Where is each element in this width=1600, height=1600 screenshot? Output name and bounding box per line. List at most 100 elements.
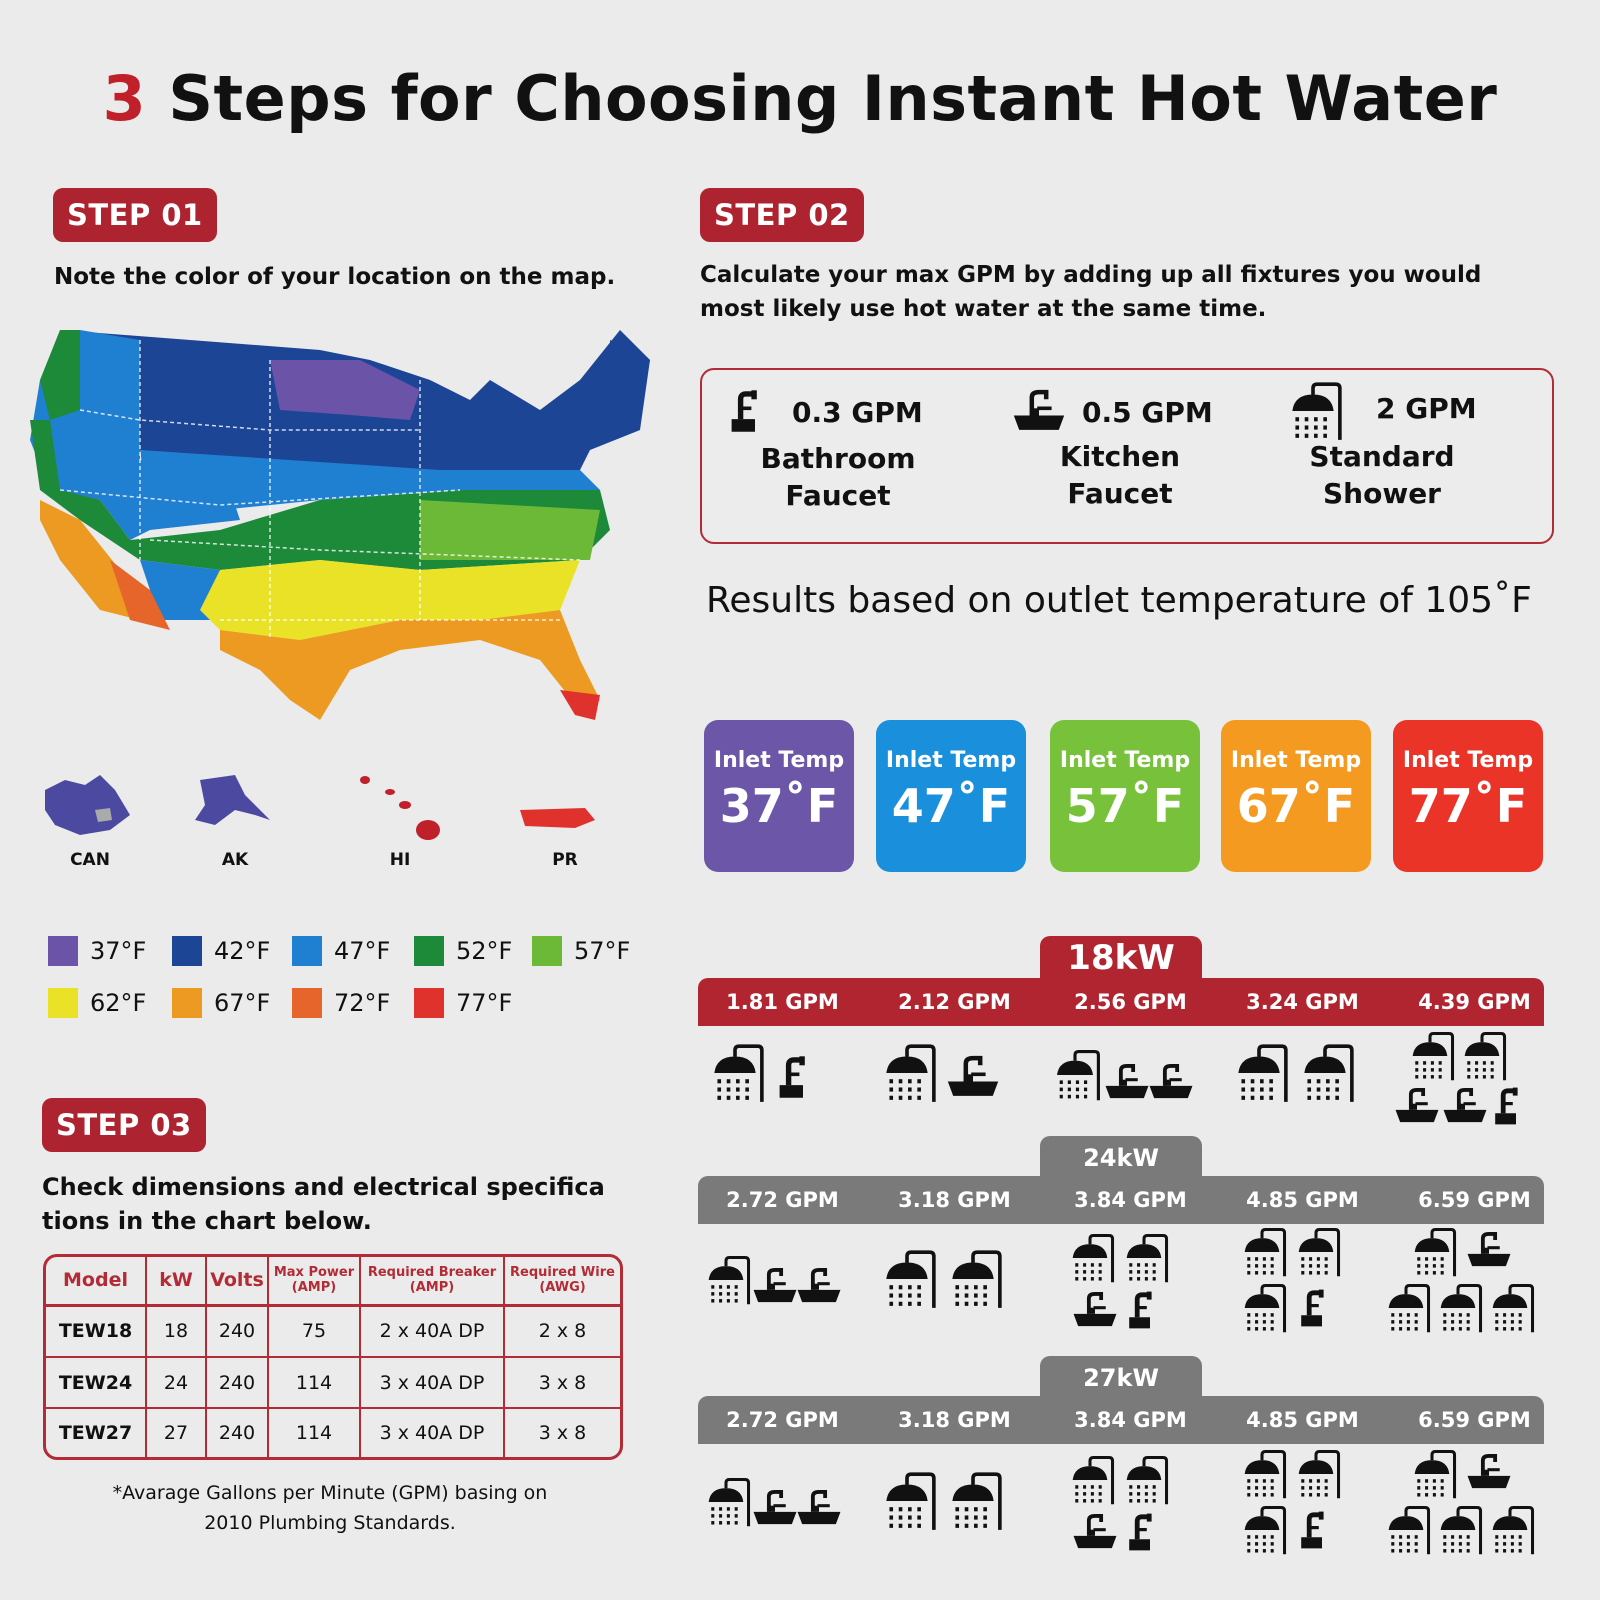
inlet-temp-card: Inlet Temp 47˚F (876, 720, 1026, 872)
fixture-name-line: Shower (1322, 477, 1441, 510)
legend-label: 57°F (574, 937, 631, 965)
table-cell: 2 x 8 (504, 1305, 620, 1359)
legend-swatch (292, 988, 322, 1018)
legend-item: 47°F (292, 936, 390, 966)
table-cell: 2 x 40A DP (360, 1305, 505, 1359)
fixture-combo (1228, 1042, 1290, 1108)
fixture-combo (1236, 1448, 1288, 1504)
kitchen-faucet-icon (1148, 1062, 1194, 1102)
inset-puerto-rico: PR (505, 770, 625, 870)
inlet-value: 57˚F (1065, 779, 1185, 833)
legend-label: 67°F (214, 989, 271, 1017)
fixture-gpm: 0.5 GPM (1082, 396, 1213, 429)
inlet-value: 77˚F (1408, 779, 1528, 833)
kitchen-faucet-icon (1466, 1452, 1512, 1492)
kitchen-faucet-icon (752, 1488, 798, 1528)
table-header: Required Wire (AWG) (504, 1257, 620, 1307)
shower-icon (1404, 1030, 1456, 1082)
shower-icon (1064, 1232, 1116, 1284)
legend-label: 47°F (334, 937, 391, 965)
table-cell: 3 x 8 (504, 1357, 620, 1410)
gpm-value: 3.24 GPM (1246, 990, 1359, 1014)
shower-icon (1228, 1042, 1290, 1104)
fixture-combo (1048, 1048, 1102, 1106)
table-header-row: Model kW Volts Max Power (AMP) Required … (46, 1257, 620, 1307)
legend-label: 42°F (214, 937, 271, 965)
shower-icon (876, 1248, 938, 1310)
table-header: Required Breaker (AMP) (360, 1257, 505, 1307)
gpm-value: 3.84 GPM (1074, 1408, 1187, 1432)
shower-icon (876, 1470, 938, 1532)
fixture-name-line: Faucet (785, 479, 891, 512)
shower-icon (942, 1470, 1004, 1532)
legend-swatch (292, 936, 322, 966)
inlet-temp-card: Inlet Temp 37˚F (704, 720, 854, 872)
puerto-rico-map-icon (520, 808, 595, 828)
bathroom-faucet-icon (776, 1054, 812, 1100)
table-cell: 3 x 40A DP (360, 1357, 505, 1410)
shower-icon (1236, 1282, 1288, 1334)
inlet-temp-card: Inlet Temp 67˚F (1221, 720, 1371, 872)
gpm-value: 4.85 GPM (1246, 1408, 1359, 1432)
bathroom-faucet-icon (1126, 1290, 1158, 1330)
footnote-line: *Avarage Gallons per Minute (GPM) basing… (112, 1482, 548, 1504)
instruction-line: Calculate your max GPM by adding up all … (700, 262, 1482, 288)
fixture-gpm-box: 0.3 GPM Bathroom Faucet 0.5 GPM Kitchen … (700, 368, 1554, 544)
shower-icon (1380, 1504, 1432, 1556)
gpm-value: 2.56 GPM (1074, 990, 1187, 1014)
gpm-value: 1.81 GPM (726, 990, 839, 1014)
footnote: *Avarage Gallons per Minute (GPM) basing… (40, 1478, 620, 1538)
canada-map-icon (45, 775, 130, 835)
kitchen-faucet-icon (796, 1266, 842, 1306)
shower-icon (1048, 1048, 1102, 1102)
shower-icon (1064, 1454, 1116, 1506)
legend-label: 52°F (456, 937, 513, 965)
table-row: TEW27 27 240 114 3 x 40A DP 3 x 8 (46, 1408, 620, 1457)
results-note: Results based on outlet temperature of 1… (706, 580, 1532, 621)
gpm-value: 6.59 GPM (1418, 1188, 1531, 1212)
model-27kw-tab: 27kW (1040, 1356, 1202, 1400)
inlet-label: Inlet Temp (1230, 748, 1362, 773)
shower-icon (1236, 1226, 1288, 1278)
legend-swatch (172, 988, 202, 1018)
kitchen-faucet-icon (946, 1054, 1000, 1100)
legend-swatch (172, 936, 202, 966)
legend-label: 62°F (90, 989, 147, 1017)
instruction-line: most likely use hot water at the same ti… (700, 296, 1267, 322)
inset-alaska: AK (175, 770, 295, 870)
gpm-value: 2.72 GPM (726, 1408, 839, 1432)
gpm-value: 4.39 GPM (1418, 990, 1531, 1014)
table-cell: 114 (268, 1357, 361, 1410)
gpm-value: 2.72 GPM (726, 1188, 839, 1212)
legend-item: 57°F (532, 936, 630, 966)
fixture-combo (700, 1254, 752, 1310)
footnote-line: 2010 Plumbing Standards. (204, 1512, 456, 1534)
shower-icon (1406, 1448, 1458, 1500)
shower-icon (1294, 1042, 1356, 1104)
step-03-badge: STEP 03 (42, 1098, 206, 1152)
fixture-combo (1236, 1226, 1288, 1282)
legend-item: 67°F (172, 988, 270, 1018)
table-cell: 240 (206, 1357, 269, 1410)
legend-label: 72°F (334, 989, 391, 1017)
shower-icon (1282, 380, 1344, 442)
inset-label: CAN (70, 850, 110, 870)
kitchen-faucet-icon (1072, 1290, 1118, 1330)
table-row: TEW18 18 240 75 2 x 40A DP 2 x 8 (46, 1305, 620, 1359)
shower-icon (1484, 1504, 1536, 1556)
kitchen-faucet-icon (1104, 1062, 1150, 1102)
table-header: Max Power (AMP) (268, 1257, 361, 1307)
legend-item: 42°F (172, 936, 270, 966)
shower-icon (1484, 1282, 1536, 1334)
inlet-label: Inlet Temp (1059, 748, 1191, 773)
legend-item: 62°F (48, 988, 146, 1018)
fixture-combo (876, 1470, 938, 1536)
table-cell: 18 (146, 1305, 207, 1359)
shower-icon (1456, 1030, 1508, 1082)
bathroom-faucet-icon (1126, 1512, 1158, 1552)
spec-table: Model kW Volts Max Power (AMP) Required … (43, 1254, 623, 1460)
kitchen-faucet-icon (1012, 388, 1066, 434)
step-02-instruction: Calculate your max GPM by adding up all … (700, 258, 1560, 326)
table-cell: 27 (146, 1408, 207, 1457)
shower-icon (1290, 1226, 1342, 1278)
